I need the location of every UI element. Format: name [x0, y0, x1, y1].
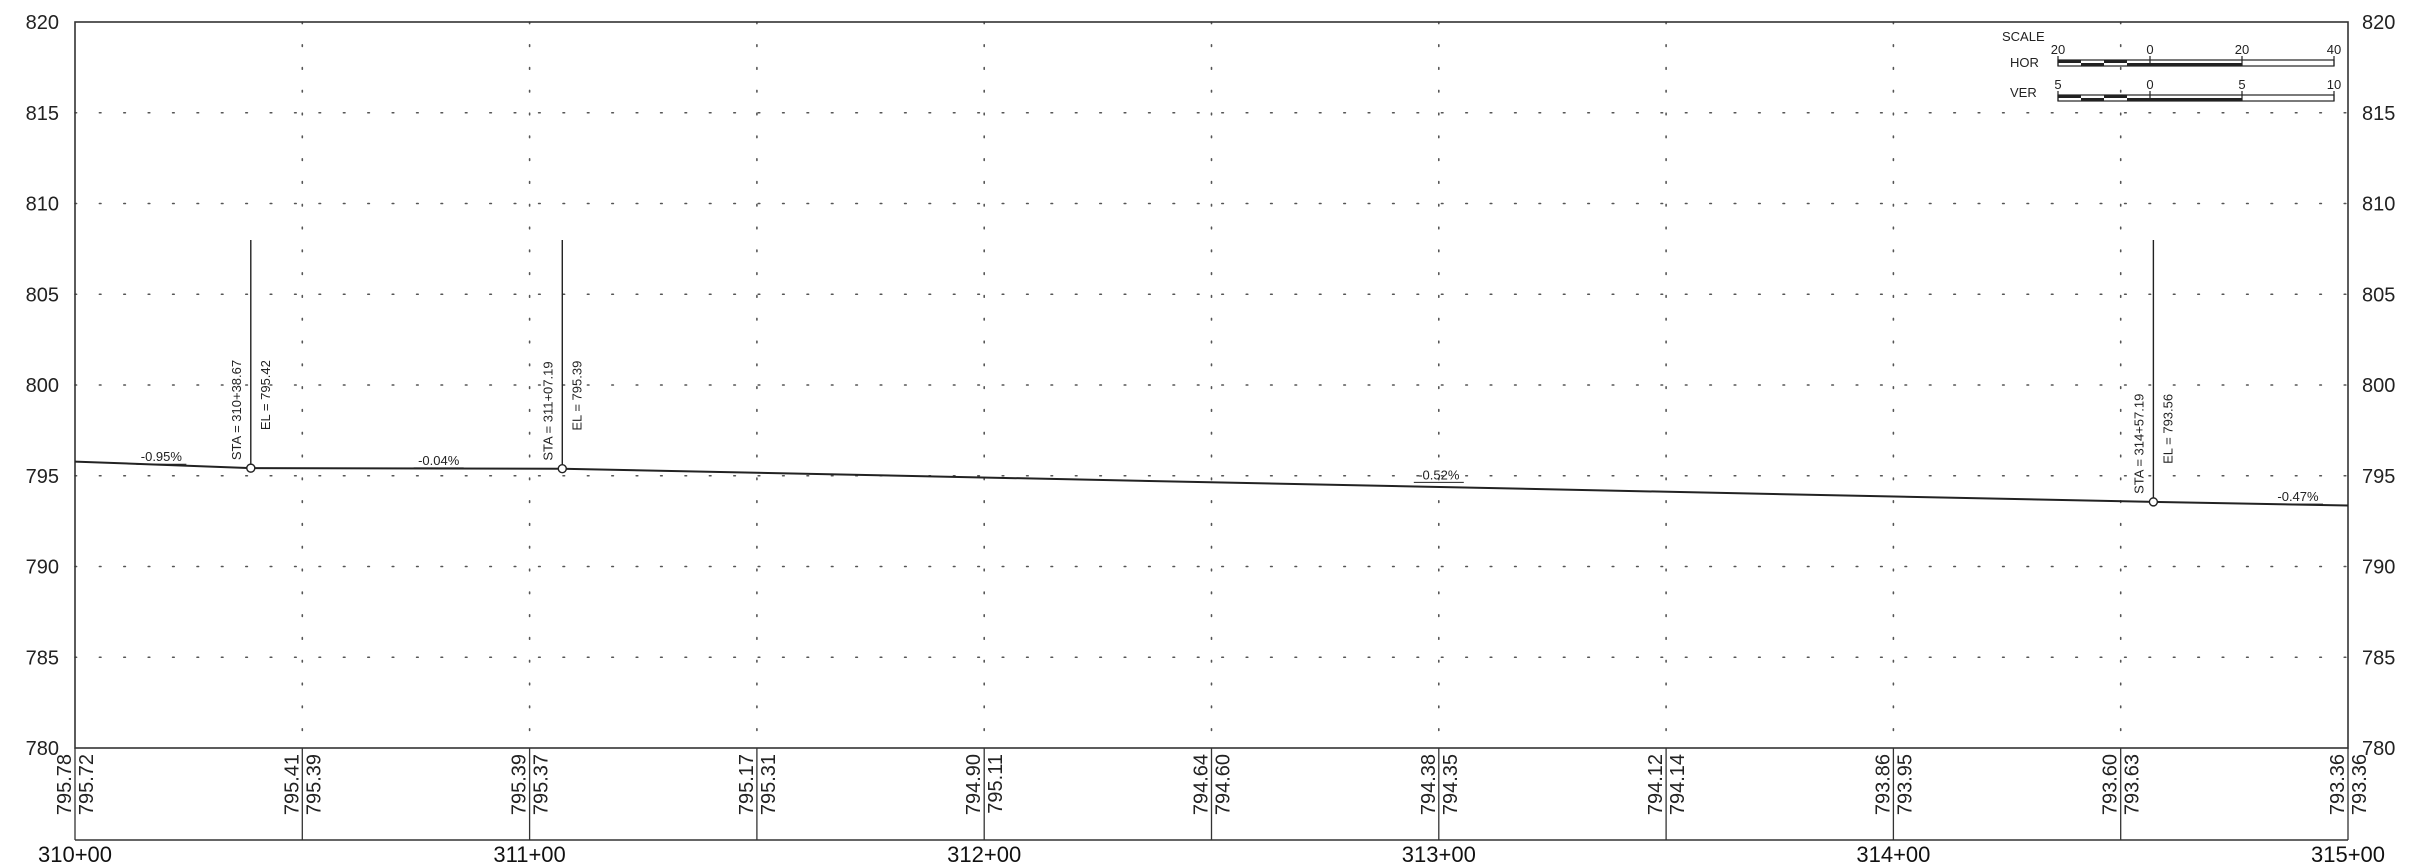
scale-ver-tick-label: 5 — [2238, 77, 2245, 92]
y-tick-label-left: 810 — [26, 194, 59, 216]
y-tick-label-left: 815 — [26, 103, 59, 125]
scale-ver-tick-label: 10 — [2327, 77, 2341, 92]
elevation-label-existing: 794.60 — [1213, 754, 1235, 815]
scale-hor-tick-label: 0 — [2146, 42, 2153, 57]
y-tick-label-left: 780 — [26, 738, 59, 760]
y-tick-label-right: 820 — [2362, 12, 2395, 34]
y-tick-label-right: 800 — [2362, 375, 2395, 397]
y-tick-label-left: 800 — [26, 375, 59, 397]
scale-legend: SCALE HOR VER 20 0 20 40 5 0 5 10 — [2002, 29, 2341, 102]
elevation-label-existing: 795.37 — [531, 754, 553, 815]
grade-label: -0.04% — [418, 453, 460, 468]
x-tick-label: 311+00 — [493, 842, 565, 867]
scale-hor-segment — [2127, 63, 2150, 66]
pvi-point — [2148, 497, 2159, 507]
pvi-elevation-label: EL = 793.56 — [2160, 394, 2175, 464]
y-tick-label-right: 790 — [2362, 557, 2395, 579]
scale-ver-segment — [2081, 98, 2104, 101]
scale-title: SCALE — [2002, 29, 2045, 44]
elevation-label-proposed: 795.17 — [736, 754, 758, 815]
pvi-station-label: STA = 311+07.19 — [540, 361, 555, 460]
y-tick-label-left: 785 — [26, 647, 59, 669]
x-tick-label: 314+00 — [1856, 842, 1930, 867]
y-tick-label-right: 805 — [2362, 284, 2395, 306]
scale-hor-segment — [2150, 63, 2242, 66]
y-tick-label-right: 780 — [2362, 738, 2395, 760]
y-tick-label-right: 815 — [2362, 103, 2395, 125]
x-tick-label: 315+00 — [2311, 842, 2385, 867]
elevation-label-proposed: 793.60 — [2100, 754, 2122, 815]
pvi-annotations: STA = 310+38.67 EL = 795.42 STA = 311+07.1… — [229, 240, 2175, 507]
elevation-label-proposed: 794.38 — [1418, 754, 1440, 815]
grade-labels: -0.95% -0.04% -0.52% -0.47% — [136, 449, 2323, 505]
scale-ver-segment — [2150, 98, 2242, 101]
elevation-label-existing: 793.36 — [2349, 754, 2371, 815]
elevation-label-proposed: 793.86 — [1872, 754, 1894, 815]
scale-ver-tick-label: 0 — [2146, 77, 2153, 92]
pvi-elevation-label: EL = 795.39 — [569, 361, 584, 431]
scale-ver-segment — [2127, 98, 2150, 101]
elevation-label-existing: 795.39 — [303, 754, 325, 815]
y-tick-label-left: 805 — [26, 284, 59, 306]
elevation-label-existing: 793.95 — [1894, 754, 1916, 815]
elevation-label-existing: 794.14 — [1667, 754, 1689, 815]
elevation-label-existing: 793.63 — [2122, 754, 2144, 815]
y-axis-labels: 780 780 785 785 790 790 795 795 800 800 805 805 810 8… — [26, 12, 2396, 760]
elevation-label-proposed: 795.39 — [509, 754, 531, 815]
scale-hor-tick-label: 20 — [2235, 42, 2249, 57]
elevation-label-existing: 795.72 — [76, 754, 98, 815]
scale-ver-label: VER — [2010, 85, 2037, 100]
pvi-point — [557, 463, 567, 474]
scale-hor-segment — [2104, 60, 2127, 63]
x-tick-label: 313+00 — [1402, 842, 1476, 867]
x-tick-label: 310+00 — [38, 842, 112, 867]
pvi-elevation-label: EL = 795.42 — [258, 360, 273, 430]
elevation-label-proposed: 794.12 — [1645, 754, 1667, 815]
elevation-label-existing: 795.11 — [985, 754, 1007, 814]
elevation-label-proposed: 795.41 — [281, 754, 303, 815]
grade-label: -0.52% — [1418, 467, 1460, 482]
x-axis-labels: 310+00 311+00 312+00 313+00 314+00 315+00 — [38, 842, 2385, 867]
scale-ver-tick-label: 5 — [2054, 77, 2061, 92]
scale-ver-segment — [2058, 95, 2081, 98]
grade-label: -0.47% — [2277, 489, 2319, 504]
scale-hor-tick-label: 20 — [2051, 42, 2065, 57]
y-tick-label-right: 795 — [2362, 466, 2395, 488]
y-tick-label-right: 810 — [2362, 194, 2395, 216]
y-tick-label-left: 795 — [26, 466, 59, 488]
pvi-station-label: STA = 310+38.67 — [229, 360, 244, 460]
elevation-label-existing: 795.31 — [758, 754, 780, 815]
pvi-point — [246, 463, 256, 473]
elevation-label-proposed: 795.78 — [54, 754, 76, 815]
elevation-labels: 795.78 795.72 795.41 795.39 795.39 795.37 795.… — [54, 748, 2371, 840]
y-tick-label-right: 785 — [2362, 647, 2395, 669]
x-tick-label: 312+00 — [947, 842, 1021, 867]
grade-label: -0.95% — [141, 449, 183, 464]
scale-hor-segment — [2058, 60, 2081, 63]
elevation-label-proposed: 794.64 — [1191, 754, 1213, 815]
elevation-label-proposed: 794.90 — [963, 754, 985, 815]
y-tick-label-left: 820 — [26, 12, 59, 34]
y-tick-label-left: 790 — [26, 557, 59, 579]
scale-hor-tick-label: 40 — [2327, 42, 2341, 57]
scale-ver-segment — [2104, 95, 2127, 98]
scale-hor-label: HOR — [2010, 55, 2039, 70]
elevation-label-existing: 794.35 — [1440, 754, 1462, 815]
scale-hor-segment — [2081, 63, 2104, 66]
pvi-station-label: STA = 314+57.19 — [2131, 394, 2146, 494]
elevation-label-proposed: 793.36 — [2327, 754, 2349, 815]
